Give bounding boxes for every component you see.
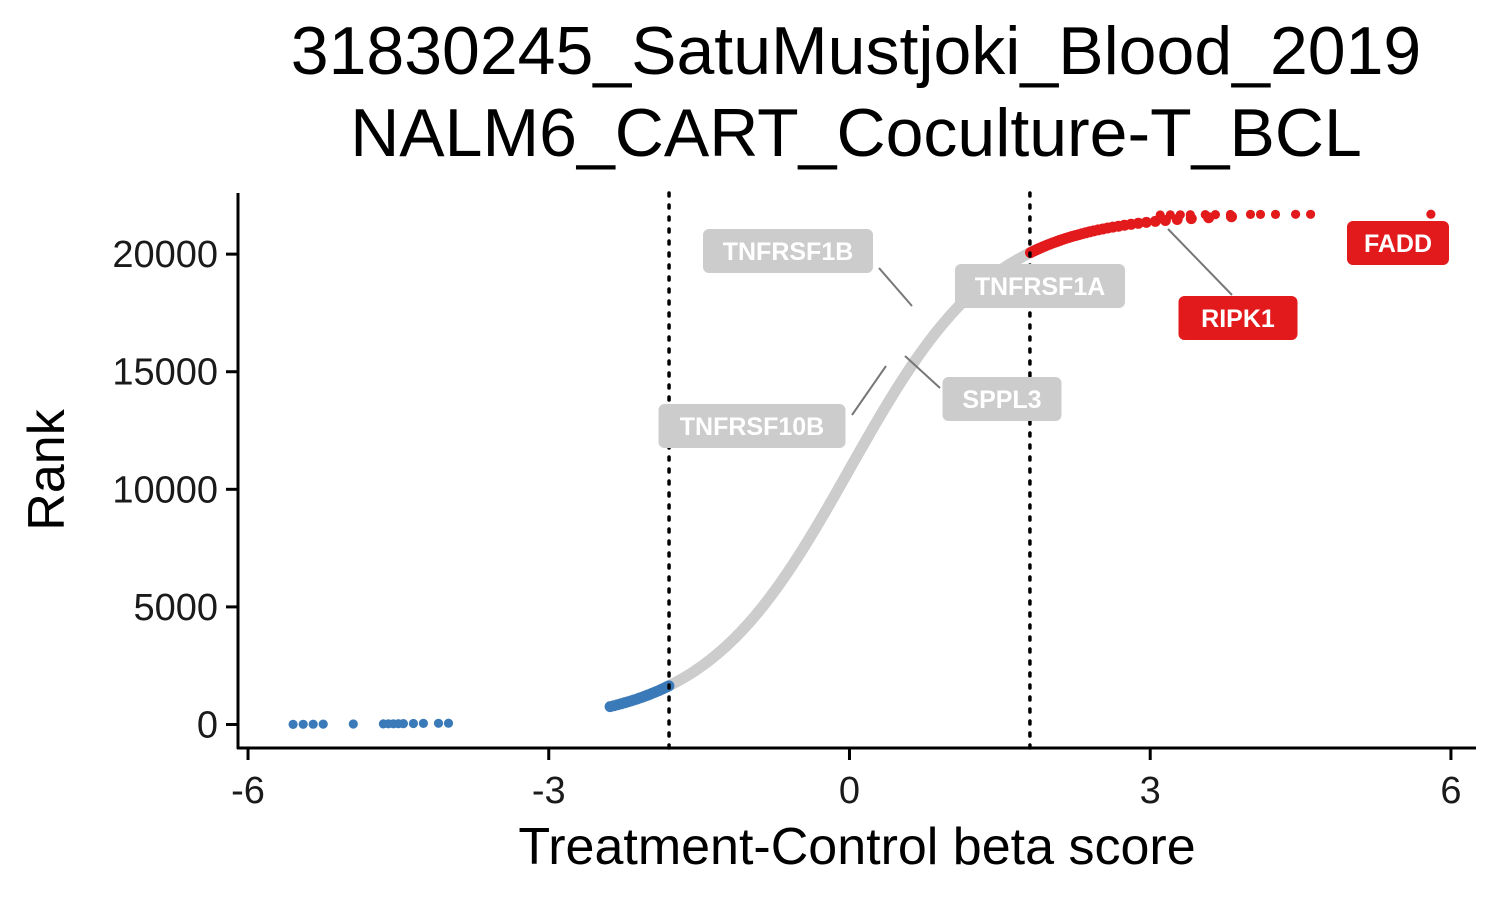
gene-point <box>1200 210 1210 220</box>
gene-label-text: RIPK1 <box>1201 305 1275 333</box>
axis-ticks: -6 -3 0 3 6 0 5000 10000 15000 20000 <box>112 234 1461 812</box>
gene-point <box>418 718 428 729</box>
gene-label-sppl3: SPPL3 <box>904 355 1062 421</box>
gene-point <box>1306 209 1316 219</box>
gene-point <box>1210 210 1220 220</box>
gene-point <box>1165 210 1175 220</box>
gene-point <box>1155 210 1165 220</box>
gene-point <box>318 719 328 729</box>
gene-label-text: SPPL3 <box>962 386 1041 414</box>
gene-label-tnfrsf10b: TNFRSF10B <box>658 365 887 448</box>
y-tick-label: 20000 <box>112 234 218 276</box>
gene-point <box>398 719 408 729</box>
gene-point <box>1185 210 1195 220</box>
gene-label-connector <box>904 355 941 389</box>
data-points <box>288 209 1436 730</box>
x-axis-title: Treatment-Control beta score <box>518 818 1195 876</box>
gene-label-text: FADD <box>1364 230 1432 258</box>
gene-point <box>1132 217 1144 229</box>
gene-label-fadd: FADD <box>1347 221 1449 265</box>
chart-title-line2: NALM6_CART_Coculture-T_BCL <box>350 95 1362 171</box>
y-tick-label: 0 <box>197 704 218 746</box>
gene-point <box>348 719 358 729</box>
gene-label-box <box>703 229 873 273</box>
high-tail-points <box>1155 209 1436 220</box>
gene-point <box>433 718 444 728</box>
gene-label-ripk1: RIPK1 <box>1167 228 1298 340</box>
x-tick-label: -3 <box>532 770 566 812</box>
gene-point <box>308 719 318 729</box>
gene-point <box>1245 209 1256 219</box>
gene-label-tnfrsf1b: TNFRSF1B <box>703 229 913 307</box>
gene-label-box <box>1347 221 1449 265</box>
gene-labels: TNFRSF1B TNFRSF1A SPPL3 TNFRSF10B RIPK1 FADD <box>658 221 1449 448</box>
y-tick-label: 15000 <box>112 352 218 394</box>
gene-point <box>298 719 308 729</box>
gene-point <box>1426 209 1436 219</box>
gene-label-box <box>658 404 846 448</box>
y-axis-title: Rank <box>18 408 76 530</box>
gene-label-text: TNFRSF1B <box>723 238 854 266</box>
x-tick-label: -6 <box>231 770 265 812</box>
threshold-lines <box>667 191 1032 750</box>
chart-title-line1: 31830245_SatuMustjoki_Blood_2019 <box>291 13 1421 89</box>
gene-point <box>408 718 418 729</box>
gene-point <box>443 718 454 728</box>
y-tick-label: 10000 <box>112 469 218 511</box>
low-genes-curve <box>604 680 675 713</box>
x-tick-label: 3 <box>1140 770 1161 812</box>
mid-genes-curve <box>665 248 1035 691</box>
gene-label-box <box>955 264 1125 308</box>
gene-point <box>288 719 298 730</box>
gene-point <box>1291 209 1301 219</box>
gene-label-text: TNFRSF10B <box>680 413 824 441</box>
gene-point <box>1270 209 1281 219</box>
gene-point <box>1255 209 1266 219</box>
low-tail-points <box>288 718 454 730</box>
gene-point <box>1140 216 1152 228</box>
gene-point <box>1225 209 1235 220</box>
x-tick-label: 0 <box>839 770 860 812</box>
gene-label-connector <box>878 267 913 307</box>
gene-label-connector <box>851 365 887 416</box>
x-tick-label: 6 <box>1440 770 1461 812</box>
gene-point <box>1175 210 1185 220</box>
y-tick-label: 5000 <box>133 587 218 629</box>
gene-label-text: TNFRSF1A <box>975 273 1106 301</box>
gene-label-box <box>1178 296 1298 340</box>
gene-label-box <box>942 377 1062 421</box>
gene-label-connector <box>1167 228 1233 296</box>
gene-label-tnfrsf1a: TNFRSF1A <box>955 264 1125 308</box>
